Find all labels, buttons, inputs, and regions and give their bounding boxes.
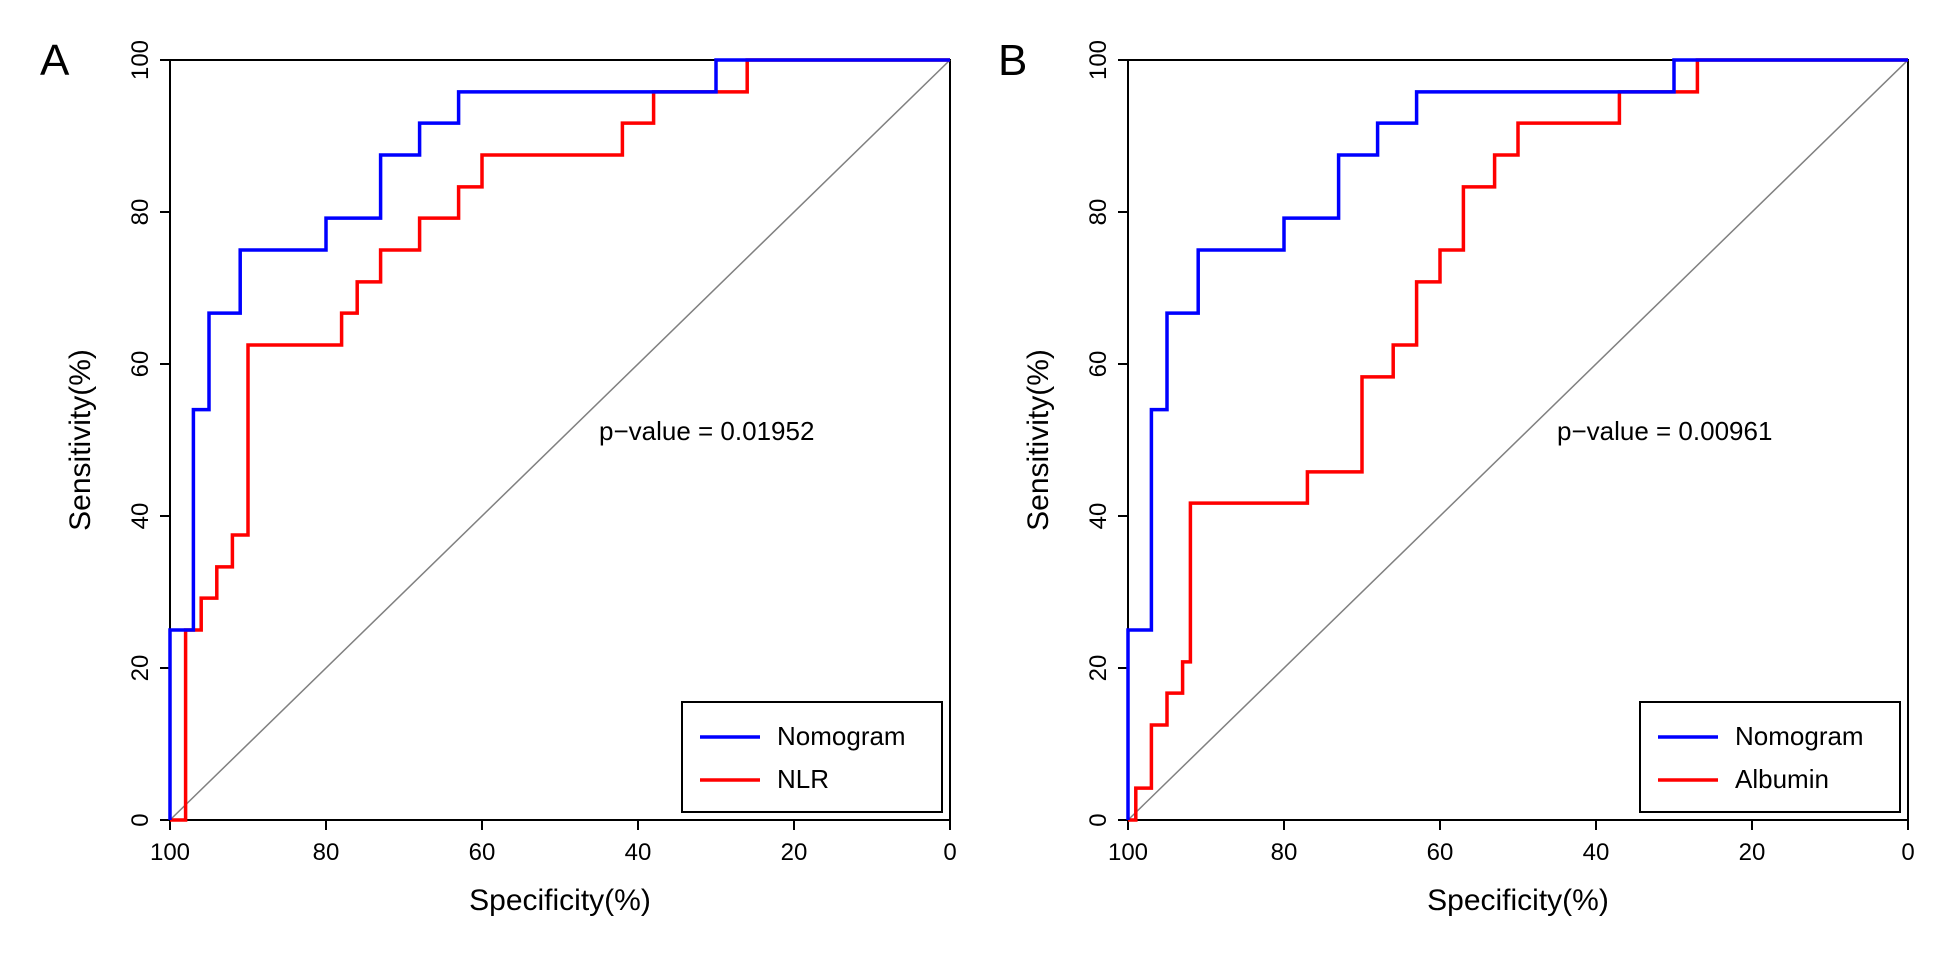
- x-tick-label: 0: [943, 839, 956, 866]
- y-tick-label: 0: [1085, 813, 1112, 826]
- y-tick-label: 20: [127, 655, 154, 682]
- x-tick-label: 20: [781, 839, 808, 866]
- y-tick-label: 60: [1085, 351, 1112, 378]
- panel-a-svg: A 100 80 60 40 20 0 Specificity(%) 0 20 40 60 80 100 S…: [20, 20, 968, 960]
- x-axis-label: Specificity(%): [469, 884, 651, 917]
- legend-label-nomogram: Nomogram: [777, 721, 906, 751]
- panel-label: B: [998, 36, 1027, 85]
- panel-b-svg: B 100 80 60 40 20 0 Specificity(%) 0 20 40 60 80 100 S…: [978, 20, 1926, 960]
- x-tick-label: 80: [313, 839, 340, 866]
- p-value-annotation: p−value = 0.00961: [1557, 416, 1772, 446]
- y-tick-label: 40: [1085, 503, 1112, 530]
- y-tick-label: 100: [1085, 40, 1112, 80]
- y-tick-label: 80: [1085, 199, 1112, 226]
- y-tick-label: 0: [127, 813, 154, 826]
- y-tick-label: 40: [127, 503, 154, 530]
- x-tick-label: 40: [1583, 839, 1610, 866]
- x-tick-label: 0: [1901, 839, 1914, 866]
- panel-label: A: [40, 36, 70, 85]
- x-tick-label: 20: [1739, 839, 1766, 866]
- y-axis-label: Sensitivity(%): [1022, 349, 1055, 531]
- figure-container: A 100 80 60 40 20 0 Specificity(%) 0 20 40 60 80 100 S…: [0, 0, 1946, 980]
- p-value-annotation: p−value = 0.01952: [599, 416, 814, 446]
- x-tick-label: 40: [625, 839, 652, 866]
- y-axis-label: Sensitivity(%): [64, 349, 97, 531]
- x-axis-label: Specificity(%): [1427, 884, 1609, 917]
- x-tick-label: 60: [469, 839, 496, 866]
- x-tick-label: 80: [1271, 839, 1298, 866]
- x-tick-label: 100: [1108, 839, 1148, 866]
- legend-label-series2: Albumin: [1735, 764, 1829, 794]
- legend-box: [1640, 702, 1900, 812]
- y-tick-label: 100: [127, 40, 154, 80]
- legend-box: [682, 702, 942, 812]
- legend-label-series2: NLR: [777, 764, 829, 794]
- x-tick-label: 100: [150, 839, 190, 866]
- y-tick-label: 80: [127, 199, 154, 226]
- x-tick-label: 60: [1427, 839, 1454, 866]
- y-tick-label: 20: [1085, 655, 1112, 682]
- legend-label-nomogram: Nomogram: [1735, 721, 1864, 751]
- y-tick-label: 60: [127, 351, 154, 378]
